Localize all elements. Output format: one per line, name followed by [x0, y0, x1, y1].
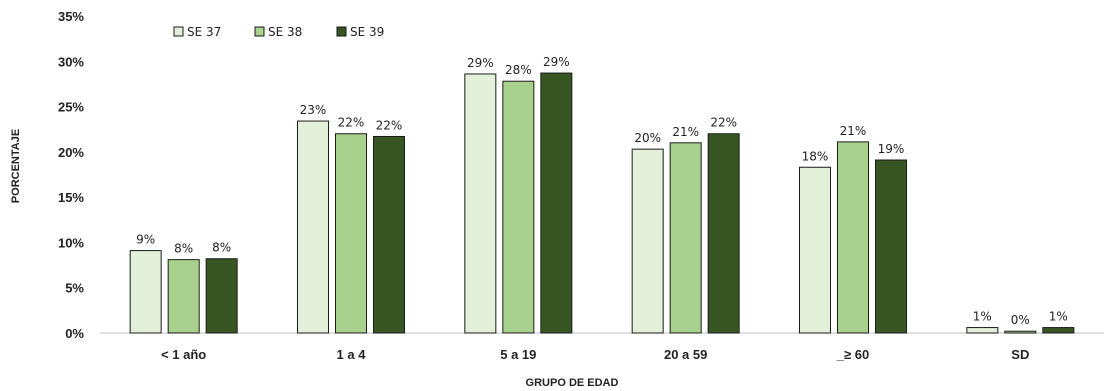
data-label: 19% — [878, 142, 905, 156]
legend-swatch — [254, 26, 265, 37]
data-label: 21% — [672, 125, 699, 139]
y-tick-label: 15% — [58, 190, 84, 205]
bar-se-39 — [373, 135, 405, 334]
y-tick-label: 5% — [65, 281, 84, 296]
x-category-label: 20 a 59 — [664, 347, 707, 362]
data-labels: 9% 8% 8% 23% 22% 22% 29% 28% 29% 20% 21% 22% 18% 21% 1… — [136, 55, 1068, 327]
data-label: 28% — [505, 63, 532, 77]
x-category-label: 5 a 19 — [500, 347, 536, 362]
data-label: 0% — [1011, 313, 1030, 327]
x-axis-title: GRUPO DE EDAD — [526, 377, 619, 389]
y-axis-title: PORCENTAJE — [10, 129, 22, 203]
bar-se-39 — [540, 72, 573, 334]
data-label: 9% — [136, 233, 155, 247]
bar-se-39 — [875, 159, 907, 334]
data-label: 22% — [338, 116, 365, 130]
x-axis-category-labels: < 1 año 1 a 4 5 a 19 20 a 59 _≥ 60 SD — [161, 347, 1029, 362]
bars — [129, 72, 1075, 334]
bar-se-38 — [837, 141, 869, 334]
legend-label: SE 39 — [350, 25, 384, 39]
legend-label: SE 38 — [268, 25, 302, 39]
bar-se-37 — [464, 73, 497, 334]
legend-swatch — [173, 26, 184, 37]
bar-se-38 — [167, 259, 200, 334]
bar-se-39 — [707, 133, 740, 334]
data-label: 29% — [543, 55, 570, 69]
data-label: 1% — [973, 310, 992, 324]
x-category-label: SD — [1011, 347, 1029, 362]
x-category-label: < 1 año — [161, 347, 206, 362]
data-label: 1% — [1049, 310, 1068, 324]
bar-se-37 — [129, 250, 162, 334]
y-tick-label: 0% — [65, 326, 84, 341]
bar-se-39 — [1042, 327, 1075, 334]
bar-se-38 — [669, 142, 702, 334]
bar-se-37 — [799, 166, 831, 334]
data-label: 23% — [300, 103, 327, 117]
legend: SE 37 SE 38 SE 39 — [173, 25, 384, 39]
y-tick-label: 10% — [58, 235, 84, 250]
y-tick-label: 20% — [58, 145, 84, 160]
bar-se-37 — [966, 327, 999, 334]
data-label: 8% — [212, 241, 231, 255]
data-label: 29% — [467, 56, 494, 70]
bar-se-38 — [502, 80, 535, 334]
legend-label: SE 37 — [187, 25, 221, 39]
data-label: 18% — [802, 149, 829, 163]
data-label: 21% — [840, 124, 867, 138]
data-label: 20% — [634, 131, 661, 145]
bar-se-38 — [1004, 330, 1037, 334]
data-label: 22% — [376, 118, 403, 132]
bar-se-38 — [335, 133, 367, 334]
y-tick-label: 25% — [58, 100, 84, 115]
x-category-label: 1 a 4 — [337, 347, 367, 362]
data-label: 8% — [174, 242, 193, 256]
y-tick-label: 35% — [58, 9, 84, 24]
bar-se-37 — [297, 120, 329, 334]
data-label: 22% — [710, 116, 737, 130]
bar-se-37 — [631, 148, 664, 334]
bar-se-39 — [205, 258, 238, 334]
y-tick-label: 30% — [58, 54, 84, 69]
y-axis-ticks: 0% 5% 10% 15% 20% 25% 30% 35% — [58, 9, 84, 341]
legend-swatch — [336, 26, 347, 37]
x-category-label: _≥ 60 — [836, 347, 869, 362]
